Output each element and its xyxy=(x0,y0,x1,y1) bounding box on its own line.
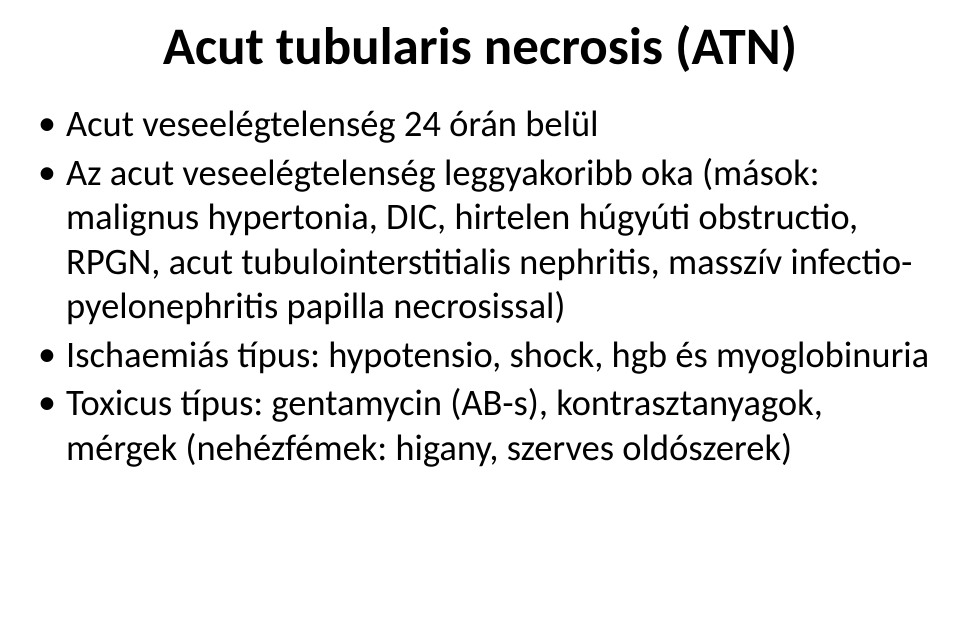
bullet-item: Acut veseelégtelenség 24 órán belül xyxy=(30,102,930,147)
bullet-item: Ischaemiás típus: hypotensio, shock, hgb… xyxy=(30,333,930,378)
bullet-item: Toxicus típus: gentamycin (AB-s), kontra… xyxy=(30,381,930,470)
bullet-list: Acut veseelégtelenség 24 órán belül Az a… xyxy=(30,102,930,470)
slide-title: Acut tubularis necrosis (ATN) xyxy=(30,18,930,76)
bullet-item: Az acut veseelégtelenség leggyakoribb ok… xyxy=(30,151,930,329)
slide: Acut tubularis necrosis (ATN) Acut vesee… xyxy=(0,0,960,631)
